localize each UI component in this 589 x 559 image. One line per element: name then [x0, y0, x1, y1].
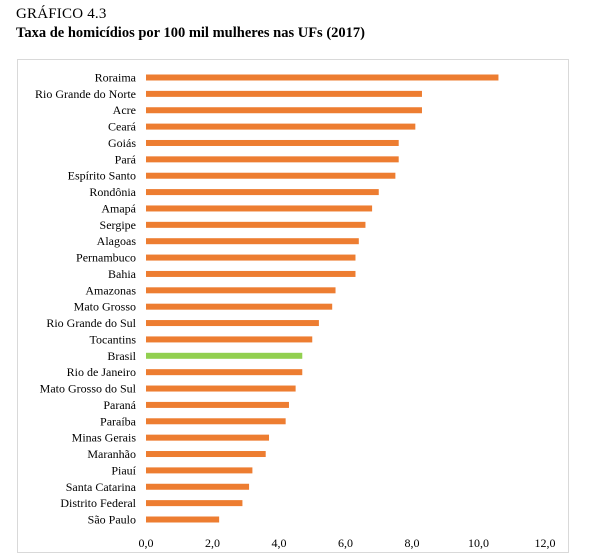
bar: [146, 418, 286, 425]
category-label: Alagoas: [97, 234, 137, 248]
category-label: Mato Grosso: [74, 300, 136, 314]
x-tick-label: 6,0: [338, 536, 353, 550]
bar: [146, 516, 220, 523]
bar: [146, 107, 422, 114]
chart-area: [17, 59, 569, 553]
bar: [146, 369, 303, 376]
bar: [146, 221, 366, 228]
bar: [146, 287, 336, 294]
bar: [146, 500, 243, 507]
bar: [146, 483, 250, 490]
bar: [146, 156, 399, 163]
bar: [146, 123, 416, 130]
bar: [146, 172, 396, 179]
x-tick-label: 2,0: [205, 536, 220, 550]
category-label: Paraíba: [100, 414, 137, 428]
category-label: Bahia: [108, 267, 137, 281]
category-label: Mato Grosso do Sul: [40, 382, 137, 396]
bar: [146, 90, 422, 97]
bar: [146, 385, 296, 392]
x-axis-tick-labels: 0,0 2,0 4,0 6,0 8,0 10,0 12,0: [139, 536, 556, 550]
category-label: Roraima: [95, 71, 137, 85]
x-tick-label: 10,0: [468, 536, 489, 550]
bar: [146, 270, 356, 277]
bar: [146, 189, 379, 196]
bar: [146, 434, 270, 441]
category-label: Pernambuco: [76, 251, 136, 265]
bar: [146, 467, 253, 474]
category-label: Piauí: [111, 463, 136, 477]
category-label: Espírito Santo: [68, 169, 136, 183]
category-label: São Paulo: [88, 513, 136, 527]
bar: [146, 74, 499, 81]
category-label: Amapá: [101, 201, 136, 215]
category-label: Pará: [115, 152, 137, 166]
category-label: Acre: [113, 103, 136, 117]
bar: [146, 451, 266, 458]
bar: [146, 320, 319, 327]
category-label: Santa Catarina: [66, 480, 137, 494]
category-label: Rio de Janeiro: [67, 365, 136, 379]
category-label: Minas Gerais: [72, 431, 137, 445]
bar: [146, 303, 333, 310]
category-label: Sergipe: [100, 218, 136, 232]
category-label: Maranhão: [87, 447, 136, 461]
x-tick-label: 8,0: [405, 536, 420, 550]
bar: [146, 238, 359, 245]
category-label: Paraná: [103, 398, 136, 412]
category-label: Tocantins: [90, 332, 137, 346]
category-label: Distrito Federal: [60, 496, 136, 510]
category-labels: Roraima Rio Grande do Norte Acre Ceará Goiás…: [35, 71, 137, 527]
figure-label: GRÁFICO 4.3: [16, 6, 107, 22]
bars: [146, 74, 499, 523]
category-label: Amazonas: [85, 283, 136, 297]
category-label: Rio Grande do Norte: [35, 87, 136, 101]
category-label: Goiás: [108, 136, 136, 150]
bar: [146, 401, 289, 408]
bar-highlight: [146, 352, 303, 359]
category-label: Ceará: [108, 120, 137, 134]
bar: [146, 336, 313, 343]
x-tick-label: 0,0: [139, 536, 154, 550]
category-label: Rondônia: [89, 185, 136, 199]
bar: [146, 139, 399, 146]
chart-title: Taxa de homicídios por 100 mil mulheres …: [16, 25, 365, 41]
bar: [146, 205, 373, 212]
category-label: Brasil: [107, 349, 136, 363]
category-label: Rio Grande do Sul: [46, 316, 136, 330]
x-tick-label: 12,0: [535, 536, 556, 550]
bar: [146, 254, 356, 261]
x-tick-label: 4,0: [272, 536, 287, 550]
